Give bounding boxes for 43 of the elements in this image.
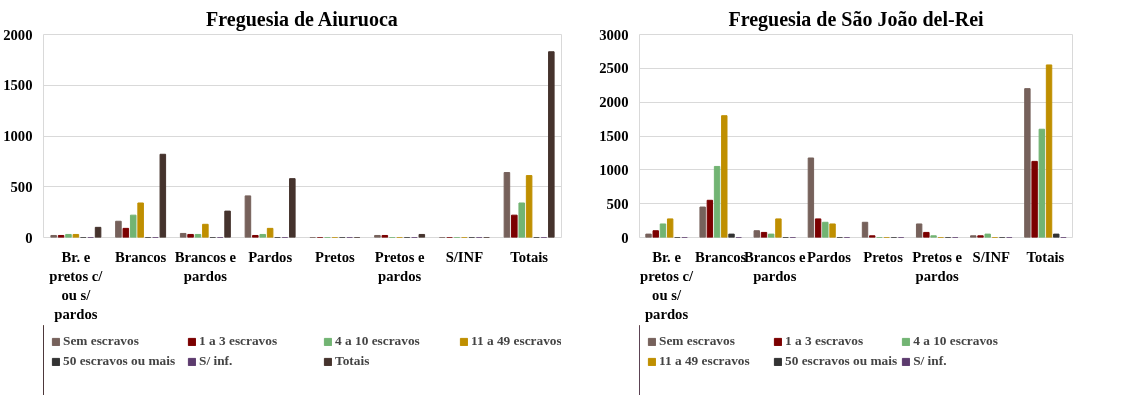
legend-label: 11 a 49 escravos	[659, 353, 751, 369]
y-tick-label: 2500	[599, 60, 629, 77]
y-tick-label: 2000	[3, 26, 33, 43]
legend-label: Totais	[335, 353, 371, 369]
legend-label: Sem escravos	[63, 333, 140, 349]
x-tick-label: Pretos e pardos	[374, 248, 426, 284]
chart-title: Freguesia de Aiuruoca	[206, 7, 398, 31]
x-tick-label: Br. e pretos c/ ou s/ pardos	[49, 248, 104, 323]
y-tick-label: 1500	[599, 128, 629, 144]
y-tick-label: 500	[606, 195, 629, 212]
legend-label: 11 a 49 escravos	[471, 333, 562, 349]
legend-label: Sem escravos	[659, 333, 736, 349]
x-tick-label: Brancos e pardos	[744, 248, 807, 284]
legend-label: 1 a 3 escravos	[785, 333, 865, 349]
y-tick-label: 1000	[599, 161, 629, 178]
x-tick-label: Totais	[1026, 248, 1065, 265]
legend-label: 4 a 10 escravos	[913, 333, 999, 349]
legend-label: 1 a 3 escravos	[199, 333, 279, 349]
y-tick-label: 3000	[599, 26, 629, 43]
x-tick-label: Pardos	[248, 248, 293, 265]
y-tick-label: 2000	[599, 94, 629, 111]
x-tick-label: S/INF	[972, 248, 1011, 265]
x-tick-label: Pardos	[806, 248, 852, 265]
y-tick-label: 1000	[3, 128, 33, 144]
legend-label: 4 a 10 escravos	[335, 333, 421, 349]
legend-label: S/ inf.	[913, 353, 948, 369]
y-tick-label: 0	[25, 229, 33, 246]
y-tick-label: 0	[621, 229, 629, 246]
legend-label: 50 escravos ou mais	[63, 353, 177, 369]
legend-label: S/ inf.	[199, 353, 234, 369]
x-tick-label: Pretos	[863, 248, 904, 265]
x-tick-label: S/INF	[445, 248, 484, 265]
x-tick-label: Pretos e pardos	[912, 248, 963, 284]
legend-label: 50 escravos ou mais	[785, 353, 898, 369]
chart-title: Freguesia de São João del-Rei	[728, 7, 985, 31]
y-tick-label: 500	[10, 178, 33, 195]
x-tick-label: Brancos e pardos	[174, 248, 237, 284]
x-tick-label: Brancos	[695, 248, 747, 265]
x-tick-label: Totais	[510, 248, 549, 265]
x-tick-label: Br. e pretos c/ ou s/ pardos	[640, 248, 695, 323]
x-tick-label: Pretos	[315, 248, 355, 265]
y-tick-label: 1500	[3, 77, 33, 94]
x-tick-label: Brancos	[114, 248, 167, 265]
